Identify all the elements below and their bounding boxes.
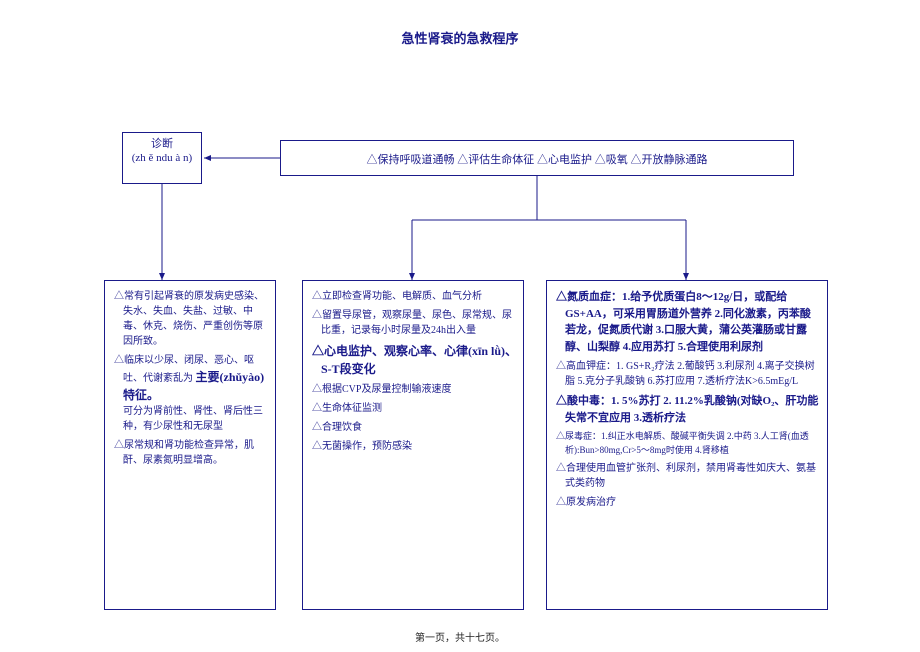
col2-item-2: △留置导尿管，观察尿量、尿色、尿常规、尿比重，记录每小时尿量及24h出入量 [309, 308, 517, 338]
col3-item-1: △氮质血症：1.给予优质蛋白8～12g/日，或配给GS+AA，可采用胃肠道外营养… [553, 289, 821, 355]
col2-item-7: △无菌操作，预防感染 [309, 439, 517, 454]
col2-item-3: △心电监护、观察心率、心律(xīn lǜ)、S-T段变化 [309, 342, 517, 378]
col1-i2c: 可分为肾前性、肾性、肾后性三种，有少尿性和无尿型 [123, 406, 263, 432]
col2-item-5: △生命体征监测 [309, 401, 517, 416]
initial-steps-box: △保持呼吸道通畅 △评估生命体征 △心电监护 △吸氧 △开放静脉通路 [280, 140, 794, 176]
col3-item-6: △原发病治疗 [553, 495, 821, 510]
diagnosis-details-box: △常有引起肾衰的原发病史感染、失水、失血、失盐、过敏、中毒、休克、烧伤、严重创伤… [104, 280, 276, 610]
diagnosis-label: 诊断 [125, 137, 199, 151]
treatment-box: △氮质血症：1.给予优质蛋白8～12g/日，或配给GS+AA，可采用胃肠道外营养… [546, 280, 828, 610]
monitoring-box: △立即检查肾功能、电解质、血气分析 △留置导尿管，观察尿量、尿色、尿常规、尿比重… [302, 280, 524, 610]
col3-item-5: △合理使用血管扩张剂、利尿剂，禁用肾毒性如庆大、氨基式类药物 [553, 461, 821, 491]
col1-item-1: △常有引起肾衰的原发病史感染、失水、失血、失盐、过敏、中毒、休克、烧伤、严重创伤… [111, 289, 269, 349]
col2-item-6: △合理饮食 [309, 420, 517, 435]
page-title: 急性肾衰的急救程序 [0, 28, 920, 47]
col3-item-3: △酸中毒：1. 5%苏打 2. 11.2%乳酸钠(对缺O₂、肝功能失常不宜应用 … [553, 393, 821, 426]
initial-steps-text: △保持呼吸道通畅 △评估生命体征 △心电监护 △吸氧 △开放静脉通路 [367, 154, 708, 166]
col1-item-2: △临床以少尿、闭尿、恶心、呕吐、代谢紊乱为 主要(zhǔyào)特征。 可分为肾… [111, 353, 269, 434]
col2-item-4: △根据CVP及尿量控制输液速度 [309, 382, 517, 397]
diagnosis-pinyin: (zh ě ndu à n) [125, 151, 199, 165]
col3-item-4: △尿毒症：1.纠正水电解质、酸碱平衡失调 2.中药 3.人工肾(血透析):Bun… [553, 430, 821, 457]
diagnosis-box: 诊断 (zh ě ndu à n) [122, 132, 202, 184]
col3-item-2: △高血钾症：1. GS+R₂疗法 2.葡酸钙 3.利尿剂 4.离子交换树脂 5.… [553, 359, 821, 389]
col1-item-3: △尿常规和肾功能检查异常，肌酐、尿素氮明显增高。 [111, 438, 269, 468]
page-footer: 第一页，共十七页。 [0, 629, 920, 644]
col2-item-1: △立即检查肾功能、电解质、血气分析 [309, 289, 517, 304]
